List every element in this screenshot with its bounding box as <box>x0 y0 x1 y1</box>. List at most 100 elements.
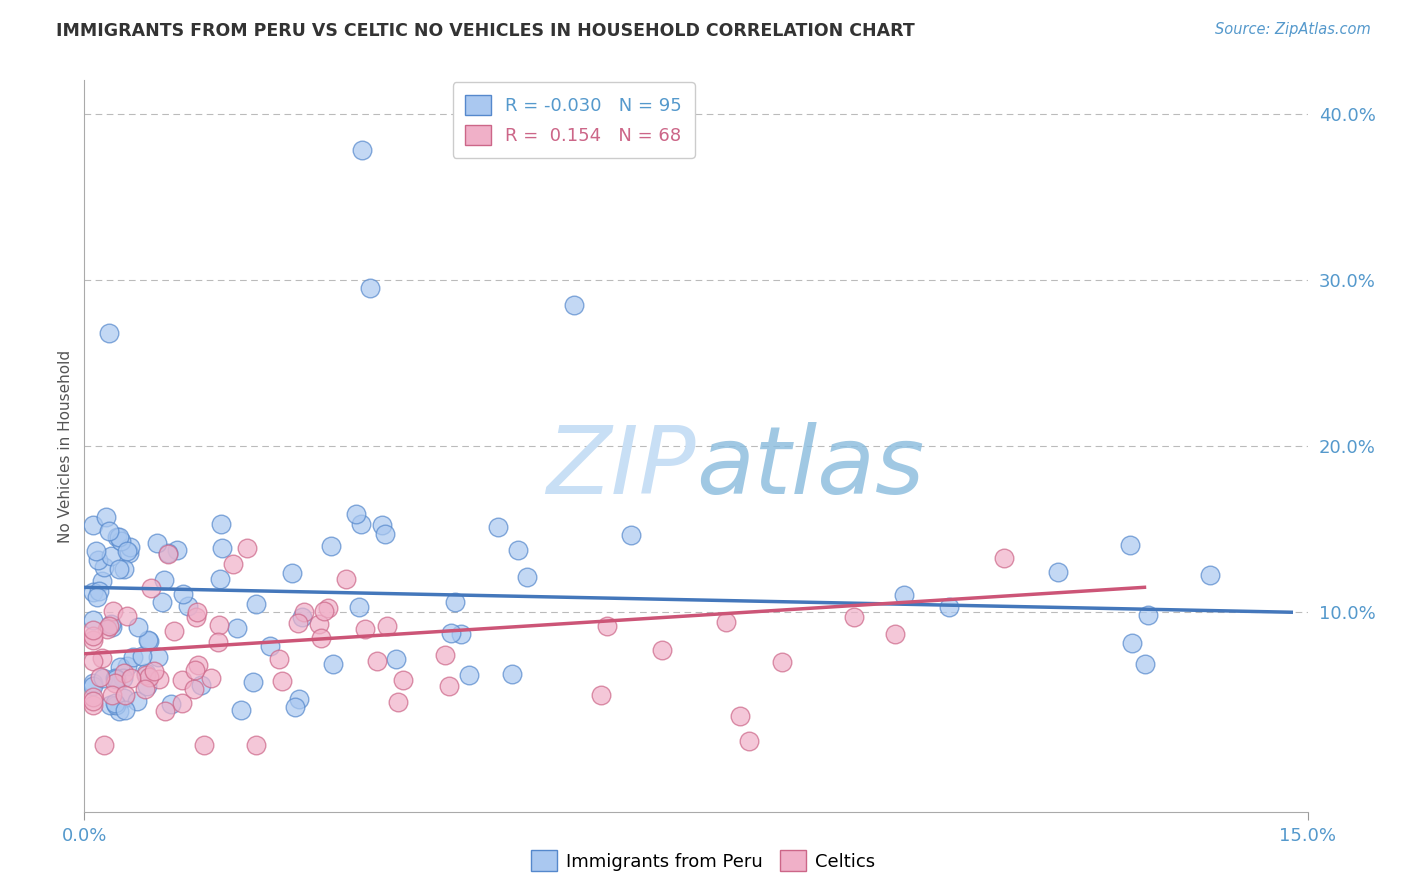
Point <box>107 530 129 544</box>
Point <box>108 561 131 575</box>
Point <box>651 643 673 657</box>
Point <box>82 690 104 704</box>
Point <box>1137 608 1160 623</box>
Point <box>87 553 110 567</box>
Point <box>245 738 267 752</box>
Point <box>138 670 160 684</box>
Point <box>82 613 104 627</box>
Point <box>450 626 472 640</box>
Text: atlas: atlas <box>696 423 924 514</box>
Point <box>134 665 156 680</box>
Point <box>209 517 232 532</box>
Point <box>115 659 138 673</box>
Point <box>134 681 156 696</box>
Point <box>993 550 1015 565</box>
Point <box>434 648 457 662</box>
Point <box>842 609 865 624</box>
Point <box>120 671 142 685</box>
Point <box>620 527 643 541</box>
Point <box>138 633 160 648</box>
Point <box>200 671 222 685</box>
Point <box>350 517 373 532</box>
Point <box>96 623 118 637</box>
Point <box>117 546 139 560</box>
Point <box>208 617 231 632</box>
Point <box>146 536 169 550</box>
Point <box>318 601 340 615</box>
Point <box>112 666 135 681</box>
Point <box>183 682 205 697</box>
Point <box>294 605 316 619</box>
Point <box>312 604 335 618</box>
Point <box>100 549 122 563</box>
Point <box>153 704 176 718</box>
Y-axis label: No Vehicles in Household: No Vehicles in Household <box>58 350 73 542</box>
Point <box>184 609 207 624</box>
Point <box>159 697 181 711</box>
Point <box>89 583 111 598</box>
Point <box>98 618 121 632</box>
Point <box>347 600 370 615</box>
Point <box>309 631 332 645</box>
Point <box>714 615 737 629</box>
Point <box>89 670 111 684</box>
Point <box>353 622 375 636</box>
Point <box>728 709 751 723</box>
Point <box>156 546 179 560</box>
Point <box>114 703 136 717</box>
Point <box>82 698 104 712</box>
Point <box>1121 635 1143 649</box>
Point <box>98 524 121 538</box>
Point <box>374 526 396 541</box>
Point <box>211 541 233 556</box>
Point <box>190 678 212 692</box>
Point <box>136 679 159 693</box>
Point <box>737 733 759 747</box>
Point <box>82 517 104 532</box>
Point <box>107 704 129 718</box>
Point <box>350 143 373 157</box>
Point <box>335 572 357 586</box>
Point <box>387 695 409 709</box>
Point <box>366 654 388 668</box>
Point <box>893 588 915 602</box>
Point <box>222 557 245 571</box>
Legend: Immigrants from Peru, Celtics: Immigrants from Peru, Celtics <box>524 843 882 879</box>
Point <box>770 655 793 669</box>
Point <box>82 680 104 694</box>
Point <box>104 696 127 710</box>
Point <box>385 651 408 665</box>
Point <box>82 633 104 648</box>
Point <box>444 595 467 609</box>
Point <box>93 559 115 574</box>
Point <box>82 654 104 668</box>
Point <box>281 566 304 580</box>
Point <box>1199 567 1222 582</box>
Point <box>506 543 529 558</box>
Point <box>127 620 149 634</box>
Point <box>100 620 122 634</box>
Point <box>115 544 138 558</box>
Point <box>287 615 309 630</box>
Point <box>267 652 290 666</box>
Point <box>146 649 169 664</box>
Point <box>148 672 170 686</box>
Point <box>135 668 157 682</box>
Point <box>114 688 136 702</box>
Point <box>94 510 117 524</box>
Point <box>284 700 307 714</box>
Point <box>242 675 264 690</box>
Point <box>82 629 104 643</box>
Point <box>270 674 292 689</box>
Point <box>86 591 108 605</box>
Point <box>91 671 114 685</box>
Point <box>104 672 127 686</box>
Point <box>136 632 159 647</box>
Point <box>172 587 194 601</box>
Point <box>392 673 415 687</box>
Point <box>319 539 342 553</box>
Point <box>82 585 104 599</box>
Point <box>111 671 134 685</box>
Point <box>91 651 114 665</box>
Legend: R = -0.030   N = 95, R =  0.154   N = 68: R = -0.030 N = 95, R = 0.154 N = 68 <box>453 82 695 158</box>
